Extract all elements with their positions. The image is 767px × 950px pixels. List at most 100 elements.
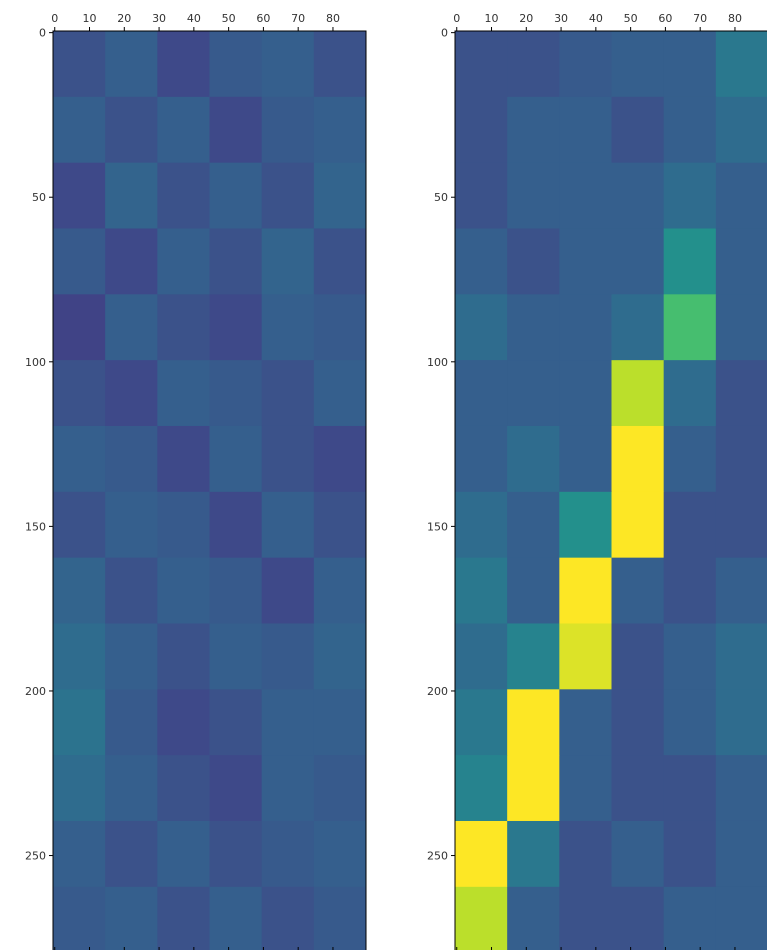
heatmap-cell	[507, 886, 560, 950]
heatmap-cell	[157, 228, 210, 295]
heatmap-cell	[507, 425, 560, 493]
heatmap-cell	[663, 425, 717, 493]
heatmap-cell	[313, 294, 366, 361]
heatmap-cell	[455, 294, 508, 361]
heatmap-cell	[611, 755, 665, 822]
y-tick-label: 0	[441, 27, 448, 40]
heatmap-cell	[663, 491, 717, 559]
heatmap-cell	[261, 623, 315, 690]
heatmap	[455, 31, 767, 950]
heatmap-cell	[663, 886, 717, 950]
heatmap-cell	[559, 557, 612, 624]
heatmap-cell	[507, 228, 560, 295]
heatmap-cell	[313, 820, 366, 888]
heatmap-cell	[157, 162, 210, 229]
heatmap-cell	[261, 491, 315, 559]
x-tick-label: 10	[83, 12, 97, 25]
y-tick-label: 0	[39, 27, 46, 40]
heatmap-cell	[53, 228, 106, 295]
heatmap-cell	[507, 689, 560, 756]
x-tick-label: 50	[624, 12, 638, 25]
heatmap-cell	[157, 820, 210, 888]
heatmap-cell	[209, 689, 263, 756]
heatmap-cell	[105, 31, 158, 98]
heatmap-cell	[157, 31, 210, 98]
x-tick-label: 60	[256, 12, 270, 25]
heatmap-cell	[507, 755, 560, 822]
heatmap-cell	[313, 623, 366, 690]
heatmap-cell	[455, 360, 508, 427]
x-tick-label: 0	[51, 12, 58, 25]
heatmap-cell	[715, 162, 767, 229]
y-tick-label: 150	[427, 520, 448, 533]
x-tick-label: 80	[728, 12, 742, 25]
heatmap-cell	[663, 820, 717, 888]
heatmap-cell	[261, 96, 315, 164]
y-tick-label: 200	[427, 685, 448, 698]
heatmap-cell	[261, 228, 315, 295]
heatmap-cell	[157, 491, 210, 559]
heatmap-cell	[559, 31, 612, 98]
heatmap-cell	[455, 755, 508, 822]
heatmap-cell	[209, 425, 263, 493]
heatmap-cell	[209, 96, 263, 164]
heatmap-cell	[157, 425, 210, 493]
heatmap-cell	[715, 294, 767, 361]
heatmap-cell	[559, 96, 612, 164]
heatmap-cell	[209, 886, 263, 950]
heatmap-cell	[663, 360, 717, 427]
heatmap-cell	[663, 294, 717, 361]
y-tick-label: 100	[427, 356, 448, 369]
heatmap-cell	[157, 623, 210, 690]
heatmap-cell	[313, 886, 366, 950]
heatmap-cell	[53, 96, 106, 164]
heatmap-cell	[157, 360, 210, 427]
heatmap-cell	[663, 162, 717, 229]
heatmap-cell	[313, 755, 366, 822]
heatmap-cell	[53, 162, 106, 229]
heatmap-cell	[455, 96, 508, 164]
y-tick-label: 200	[25, 685, 46, 698]
x-tick-label: 20	[519, 12, 533, 25]
heatmap-cell	[53, 623, 106, 690]
heatmap-cell	[157, 689, 210, 756]
heatmap-cell	[559, 491, 612, 559]
heatmap-cell	[105, 557, 158, 624]
heatmap-cell	[611, 360, 665, 427]
heatmap-cell	[209, 228, 263, 295]
heatmap-cell	[559, 755, 612, 822]
heatmap-cell	[261, 886, 315, 950]
heatmap-cell	[209, 31, 263, 98]
heatmap-cell	[611, 491, 665, 559]
heatmap-cell	[105, 886, 158, 950]
heatmap-cell	[611, 162, 665, 229]
heatmap-cell	[455, 623, 508, 690]
heatmap-cell	[611, 623, 665, 690]
x-tick-label: 30	[554, 12, 568, 25]
heatmap	[53, 31, 366, 950]
heatmap-cell	[105, 96, 158, 164]
x-tick-label: 70	[291, 12, 305, 25]
heatmap-cell	[455, 689, 508, 756]
heatmap-cell	[507, 491, 560, 559]
heatmap-cell	[157, 294, 210, 361]
heatmap-cell	[261, 557, 315, 624]
heatmap-cell	[53, 755, 106, 822]
heatmap-cell	[261, 162, 315, 229]
heatmap-cell	[313, 31, 366, 98]
heatmap-cell	[209, 162, 263, 229]
heatmap-cell	[611, 425, 665, 493]
heatmap-cell	[209, 755, 263, 822]
y-tick-label: 250	[427, 850, 448, 863]
heatmap-cell	[261, 31, 315, 98]
x-tick-label: 80	[326, 12, 340, 25]
x-tick-label: 60	[658, 12, 672, 25]
heatmap-cell	[261, 820, 315, 888]
heatmap-cell	[663, 689, 717, 756]
heatmap-cell	[455, 557, 508, 624]
heatmap-cell	[559, 360, 612, 427]
y-tick-label: 100	[25, 356, 46, 369]
heatmap-cell	[209, 820, 263, 888]
heatmap-cell	[715, 31, 767, 98]
